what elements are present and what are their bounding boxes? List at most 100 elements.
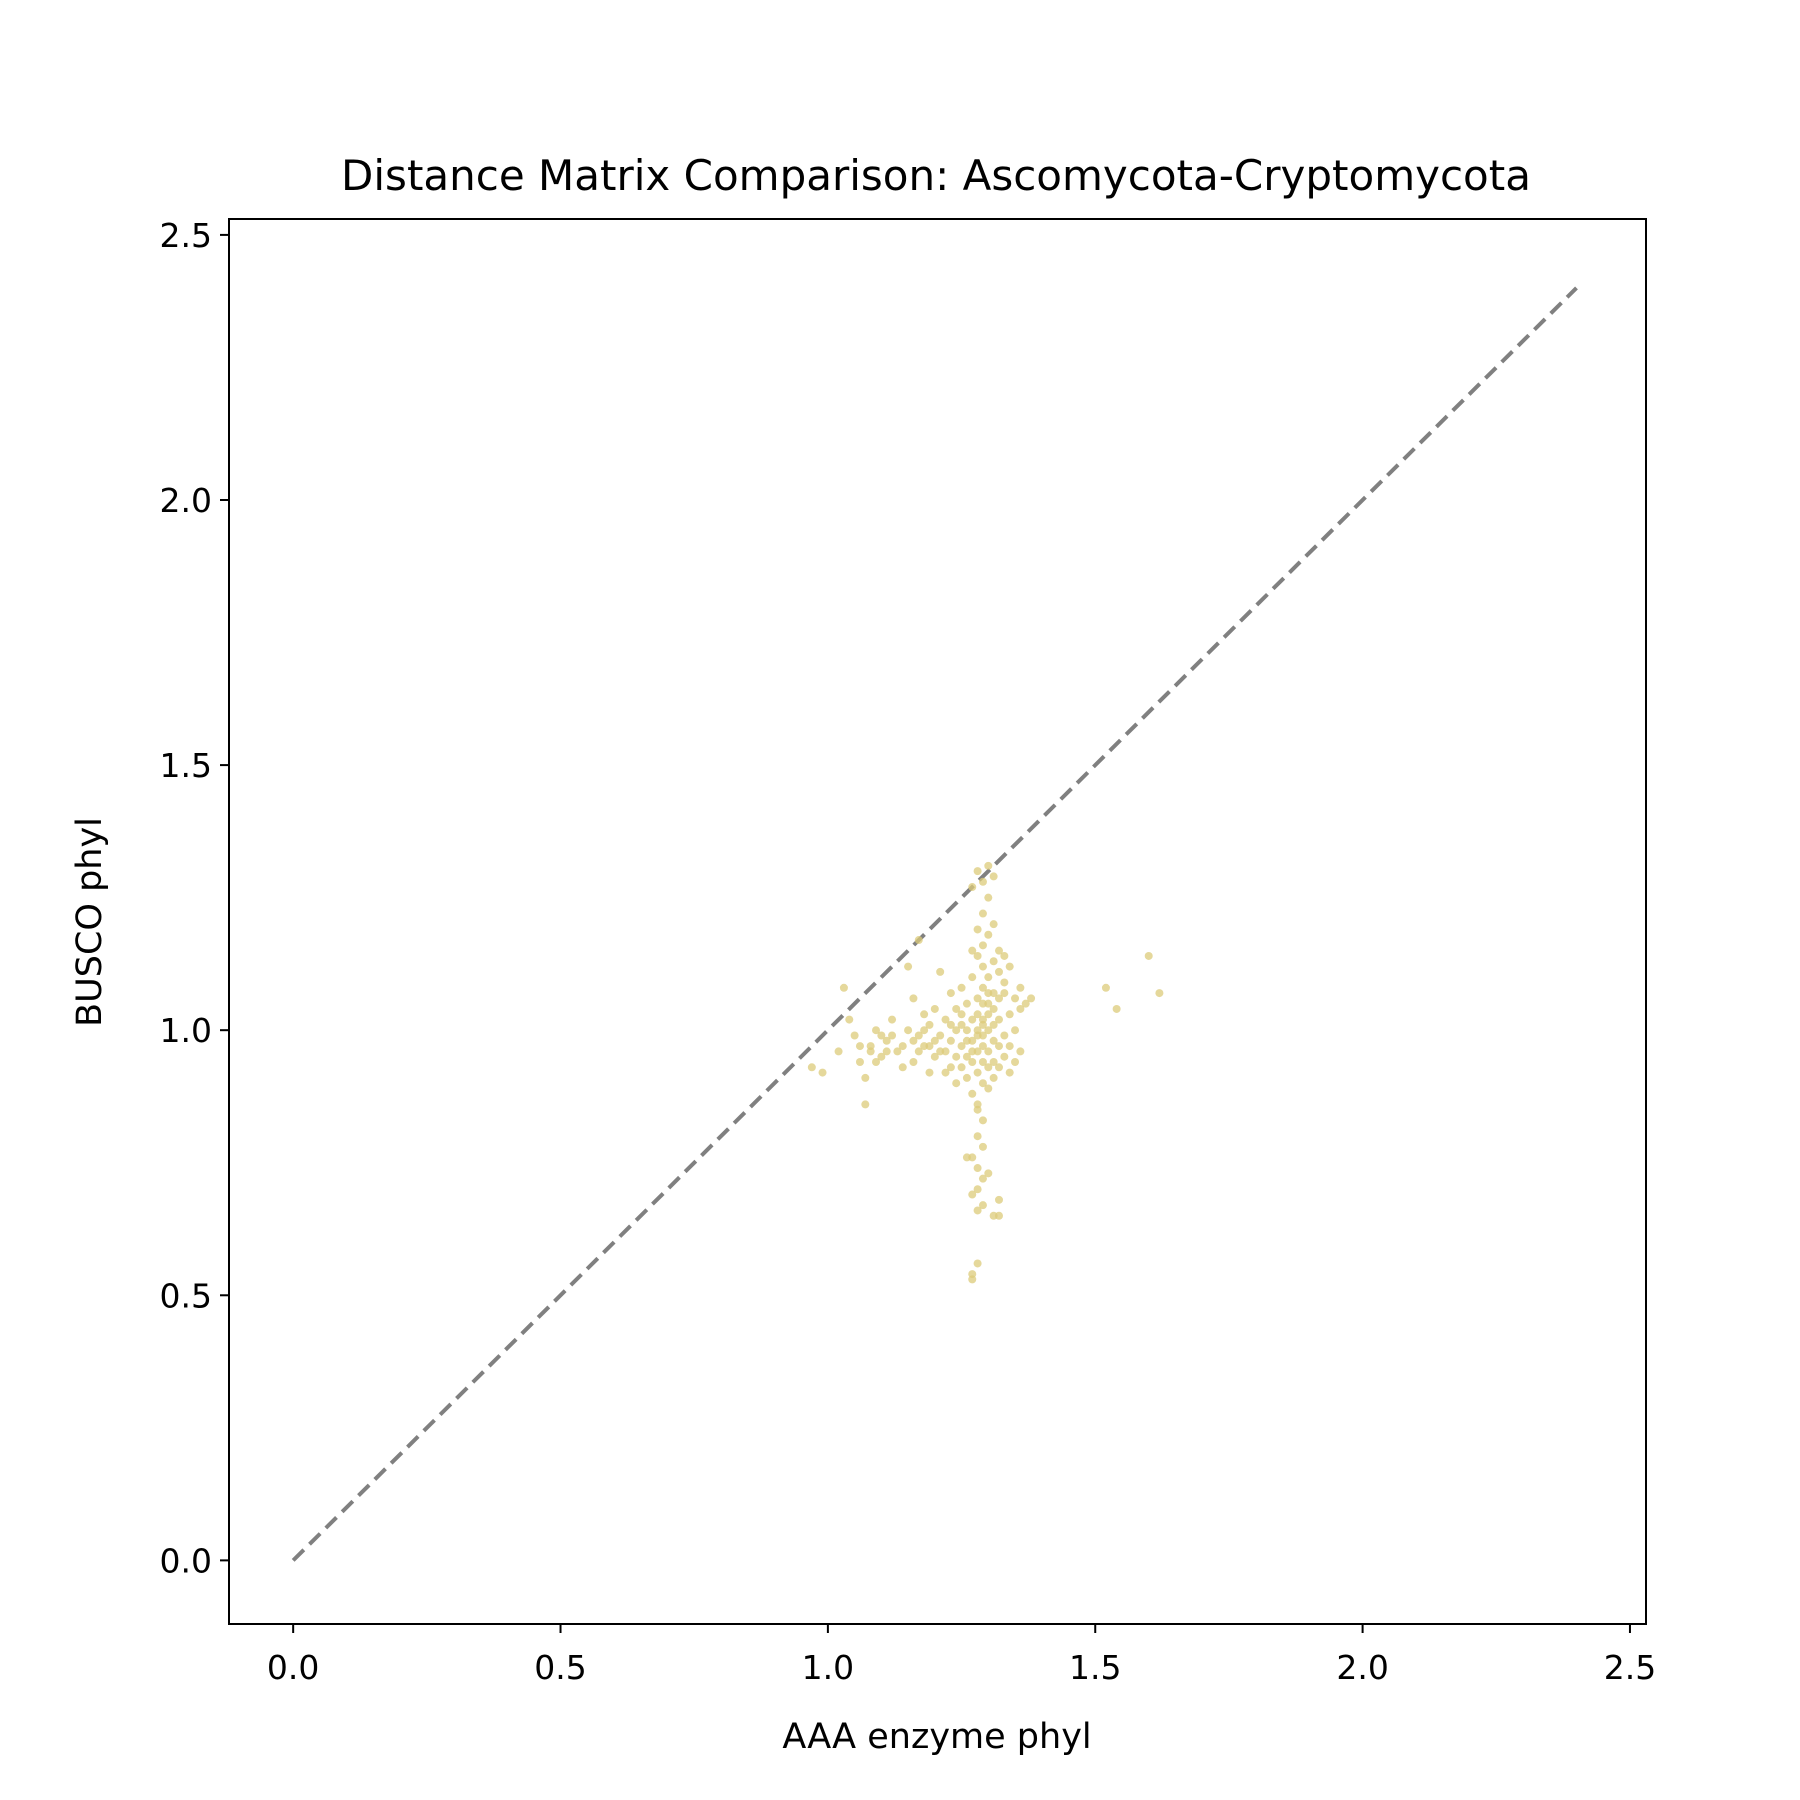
y-tick-label: 2.0	[160, 481, 212, 520]
scatter-point	[925, 1020, 934, 1029]
scatter-point	[984, 1047, 993, 1056]
scatter-point	[914, 936, 923, 945]
scatter-point	[946, 1036, 955, 1045]
scatter-point	[909, 1058, 918, 1066]
scatter-point	[989, 989, 998, 998]
y-axis: 0.0 0.5 1.0 1.5 2.0 2.5	[160, 216, 229, 1580]
scatter-point	[984, 973, 993, 982]
scatter-point	[861, 1073, 870, 1082]
scatter-point	[978, 909, 987, 918]
scatter-point	[1112, 1004, 1121, 1013]
scatter-point	[962, 1073, 971, 1082]
scatter-point	[978, 1042, 987, 1051]
scatter-point	[925, 1068, 934, 1077]
scatter-point	[936, 967, 945, 976]
scatter-point	[962, 1036, 971, 1045]
scatter-point	[1144, 951, 1153, 960]
scatter-point	[973, 1132, 982, 1141]
scatter-point	[845, 1015, 854, 1024]
scatter-point	[930, 1052, 939, 1061]
scatter-point	[989, 872, 998, 881]
scatter-point	[818, 1068, 827, 1077]
scatter-point	[994, 994, 1003, 1003]
scatter-point	[984, 1026, 993, 1035]
scatter-point	[1101, 983, 1110, 992]
scatter-point	[968, 1015, 977, 1024]
scatter-point	[957, 1042, 966, 1051]
scatter-point	[984, 861, 993, 870]
scatter-point	[1005, 1010, 1014, 1019]
scatter-point	[978, 877, 987, 886]
scatter-point	[807, 1063, 816, 1072]
scatter-point	[962, 999, 971, 1008]
scatter-point	[968, 1089, 977, 1098]
scatter-point	[994, 1063, 1003, 1072]
scatter-point	[952, 1004, 961, 1013]
scatter-point	[1000, 978, 1009, 987]
scatter-point	[968, 1058, 977, 1066]
x-tick-label: 2.5	[1604, 1648, 1656, 1687]
scatter-point	[882, 1047, 891, 1056]
y-tick-label: 0.5	[160, 1276, 212, 1315]
scatter-point	[1000, 951, 1009, 960]
scatter-point	[994, 1211, 1003, 1220]
scatter-point	[834, 1047, 843, 1056]
scatter-point	[989, 1020, 998, 1029]
scatter-point	[994, 1042, 1003, 1051]
scatter-point	[952, 1079, 961, 1088]
scatter-point	[920, 1026, 929, 1035]
x-axis: 0.0 0.5 1.0 1.5 2.0 2.5	[267, 1624, 1656, 1687]
scatter-point	[968, 946, 977, 955]
scatter-point	[978, 1174, 987, 1183]
scatter-point	[1155, 989, 1164, 998]
scatter-point	[877, 1031, 886, 1040]
scatter-point	[973, 1031, 982, 1040]
scatter-point	[839, 983, 848, 992]
scatter-point	[984, 1169, 993, 1178]
scatter-point	[968, 1047, 977, 1056]
chart-title: Distance Matrix Comparison: Ascomycota-C…	[341, 151, 1531, 200]
scatter-point	[984, 999, 993, 1008]
scatter-point	[973, 994, 982, 1003]
scatter-point	[973, 1068, 982, 1077]
scatter-point	[1000, 1052, 1009, 1061]
scatter-point	[1000, 1031, 1009, 1040]
scatter-point	[946, 1063, 955, 1072]
scatter-point	[872, 1058, 881, 1066]
scatter-point	[978, 1116, 987, 1125]
scatter-point	[1016, 1004, 1025, 1013]
scatter-point	[1005, 962, 1014, 971]
y-tick-label: 0.0	[160, 1541, 212, 1580]
scatter-point	[909, 1036, 918, 1045]
scatter-point	[973, 925, 982, 934]
scatter-point	[872, 1026, 881, 1035]
scatter-point	[936, 1047, 945, 1056]
scatter-point	[1016, 983, 1025, 992]
scatter-point	[978, 1020, 987, 1029]
identity-reference-line	[291, 286, 1578, 1562]
scatter-point	[994, 1195, 1003, 1204]
scatter-point	[1011, 994, 1020, 1003]
scatter-point	[930, 1004, 939, 1013]
scatter-point	[1016, 1047, 1025, 1056]
scatter-point	[957, 1010, 966, 1019]
plot-area	[228, 218, 1647, 1625]
scatter-point	[973, 1185, 982, 1194]
scatter-point	[994, 1015, 1003, 1024]
scatter-point	[925, 1042, 934, 1051]
scatter-point	[978, 941, 987, 950]
scatter-point	[984, 1063, 993, 1072]
scatter-point	[973, 951, 982, 960]
scatter-point	[984, 1010, 993, 1019]
x-axis-label: AAA enzyme phyl	[782, 1717, 1091, 1757]
scatter-point	[952, 1052, 961, 1061]
scatter-point	[957, 983, 966, 992]
scatter-point	[882, 1036, 891, 1045]
scatter-point	[946, 1020, 955, 1029]
scatter-point	[989, 1058, 998, 1066]
y-tick-label: 2.5	[160, 216, 212, 255]
axes-frame	[228, 218, 1647, 1625]
scatter-point	[930, 1036, 939, 1045]
scatter-point	[957, 1020, 966, 1029]
scatter-point	[888, 1015, 897, 1024]
